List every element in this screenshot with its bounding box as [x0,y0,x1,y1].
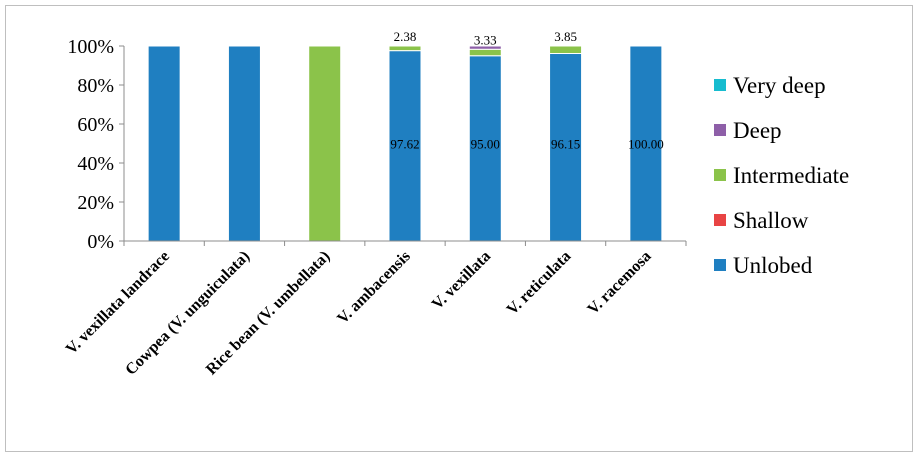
y-tick-label: 100% [67,36,114,58]
data-label: 3.85 [554,29,577,44]
y-tick-label: 0% [87,231,114,253]
y-tick-label: 80% [77,75,114,97]
legend-label: Unlobed [733,253,813,278]
data-label: 100.00 [628,137,664,152]
legend-swatch-shallow [714,214,726,226]
legend-swatch-unlobed [714,259,726,271]
legend-label: Shallow [733,208,809,233]
y-axis: 0% 20% 40% 60% 80% 100% [67,36,125,253]
x-category-label: V. racemosa [584,248,654,318]
y-tick-label: 20% [77,192,114,214]
legend-label: Very deep [733,73,826,98]
bar-segment-intermediate [468,48,502,57]
x-category-label: V. reticulata [504,248,575,319]
bar-segment-unlobed [629,45,663,242]
bars [147,45,663,242]
chart-frame: 0% 20% 40% 60% 80% 100% 97.62 2.38 95.00 3.33 96.… [5,5,913,452]
bar-segment-deep [468,45,502,50]
bar-segment-unlobed [227,45,261,242]
bar-segment-unlobed [147,45,181,242]
bar-segment-intermediate [308,45,342,242]
data-label: 96.15 [551,137,580,152]
bar-segment-intermediate [549,45,583,55]
legend-swatch-deep [714,124,726,136]
data-label: 95.00 [471,137,500,152]
legend-swatch-intermediate [714,169,726,181]
y-tick-label: 40% [77,153,114,175]
bar-segment-unlobed [388,50,422,242]
legend-label: Intermediate [733,163,849,188]
legend-swatch-very-deep [714,79,726,91]
bar-segment-intermediate [388,45,422,52]
legend: Very deep Deep Intermediate Shallow Unlobed [714,73,849,278]
x-category-label: V. vexillata [429,248,494,313]
stacked-bar-chart: 0% 20% 40% 60% 80% 100% 97.62 2.38 95.00 3.33 96.… [63,29,849,379]
x-category-label: V. ambacensis [334,248,414,328]
data-label: 3.33 [474,32,497,47]
data-labels: 97.62 2.38 95.00 3.33 96.15 3.85 100.00 [390,29,663,152]
legend-label: Deep [733,118,782,143]
data-label: 2.38 [394,29,417,44]
y-tick-label: 60% [77,114,114,136]
data-label: 97.62 [390,137,419,152]
